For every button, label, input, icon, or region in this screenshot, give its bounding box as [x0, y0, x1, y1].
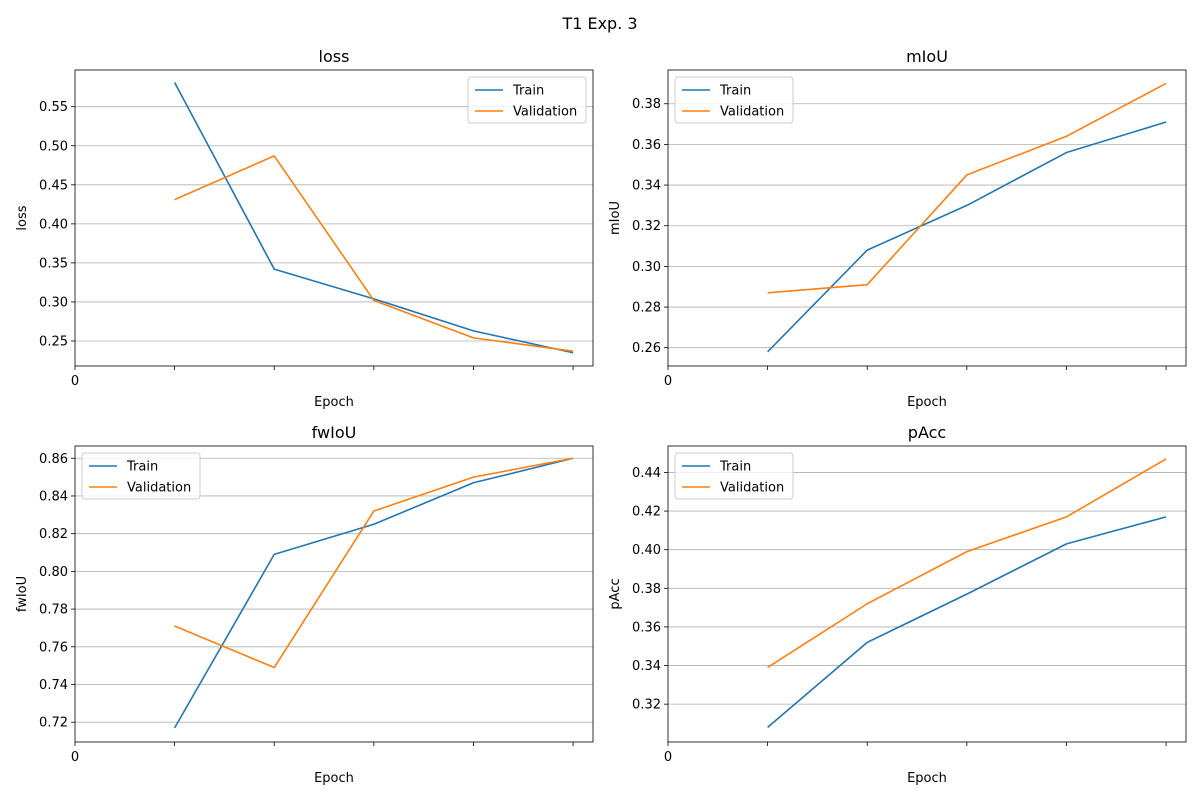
y-tick-label: 0.38: [632, 582, 661, 597]
plot-frame: [667, 69, 1187, 367]
y-tick-label: 0.80: [39, 565, 68, 580]
y-tick-label: 0.30: [632, 260, 661, 275]
x-tick-label: 0: [71, 750, 79, 765]
y-tick-label: 0.38: [632, 97, 661, 112]
y-axis-label: fwIoU: [15, 576, 30, 612]
chart-title: loss: [319, 47, 350, 66]
y-axis-label: mIoU: [608, 201, 623, 235]
chart-title: pAcc: [908, 423, 946, 442]
y-tick-label: 0.76: [39, 640, 68, 655]
legend-label-train: Train: [719, 460, 751, 475]
legend: Train Validation: [467, 76, 587, 124]
y-tick-label: 0.74: [39, 678, 68, 693]
y-tick-label: 0.36: [632, 620, 661, 635]
legend: Train Validation: [674, 76, 794, 124]
chart-title: fwIoU: [312, 423, 357, 442]
legend-label-validation: Validation: [127, 481, 191, 496]
y-tick-label: 0.35: [39, 256, 68, 271]
y-tick-label: 0.28: [632, 301, 661, 316]
figure-title: T1 Exp. 3: [562, 14, 638, 33]
chart-title: mIoU: [906, 47, 948, 66]
y-tick-label: 0.78: [39, 603, 68, 618]
legend: Train Validation: [674, 452, 794, 500]
y-tick-label: 0.40: [632, 543, 661, 558]
series-line-train: [767, 516, 1167, 728]
y-tick-label: 0.32: [632, 219, 661, 234]
series-line-validation: [174, 155, 574, 352]
series-line-train: [767, 121, 1167, 353]
y-tick-label: 0.34: [632, 179, 661, 194]
series-line-train: [173, 457, 574, 729]
y-tick-label: 0.30: [39, 295, 68, 310]
y-tick-label: 0.55: [39, 100, 68, 115]
chart-panel-3: 0.72 0.74 0.76 0.78 0.80 0.82 0.84 0.86 0 fwIoU Ep…: [15, 423, 594, 786]
chart-panel-4: 0.32 0.34 0.36 0.38 0.40 0.42 0.44 0 pAcc Epoch pA…: [608, 423, 1187, 786]
y-tick-label: 0.84: [39, 489, 68, 504]
y-tick-label: 0.42: [632, 505, 661, 520]
chart-panel-2: 0.26 0.28 0.30 0.32 0.34 0.36 0.38 0 mIoU Epoch mI…: [608, 47, 1187, 410]
y-axis-label: pAcc: [608, 578, 623, 609]
x-tick-label: 0: [664, 750, 672, 765]
y-tick-label: 0.50: [39, 139, 68, 154]
y-tick-label: 0.34: [632, 659, 661, 674]
series-line-validation: [767, 82, 1167, 294]
plot-frame: [667, 445, 1187, 743]
y-tick-label: 0.45: [39, 178, 68, 193]
x-axis-label: Epoch: [907, 395, 947, 410]
y-tick-label: 0.44: [632, 466, 661, 481]
x-axis-label: Epoch: [907, 771, 947, 786]
legend: Train Validation: [81, 452, 201, 500]
series-line-validation: [174, 457, 574, 669]
x-axis-label: Epoch: [314, 395, 354, 410]
y-tick-label: 0.26: [632, 341, 661, 356]
y-tick-label: 0.32: [632, 698, 661, 713]
legend-label-train: Train: [126, 460, 158, 475]
y-tick-label: 0.82: [39, 527, 68, 542]
x-tick-label: 0: [664, 374, 672, 389]
y-tick-label: 0.40: [39, 217, 68, 232]
y-tick-label: 0.25: [39, 335, 68, 350]
series-line-train: [173, 82, 574, 354]
plot-frame: [74, 69, 594, 367]
legend-label-validation: Validation: [720, 481, 784, 496]
y-tick-label: 0.72: [39, 716, 68, 731]
series-line-validation: [767, 458, 1167, 669]
legend-label-train: Train: [512, 84, 544, 99]
x-tick-label: 0: [71, 374, 79, 389]
y-tick-label: 0.36: [632, 138, 661, 153]
y-tick-label: 0.86: [39, 452, 68, 467]
legend-label-train: Train: [719, 84, 751, 99]
y-axis-label: loss: [15, 205, 30, 230]
x-axis-label: Epoch: [314, 771, 354, 786]
legend-label-validation: Validation: [513, 105, 577, 120]
legend-label-validation: Validation: [720, 105, 784, 120]
chart-panel-1: 0.25 0.30 0.35 0.40 0.45 0.50 0.55 0 loss Epoch lo…: [15, 47, 594, 410]
plot-frame: [74, 445, 594, 743]
